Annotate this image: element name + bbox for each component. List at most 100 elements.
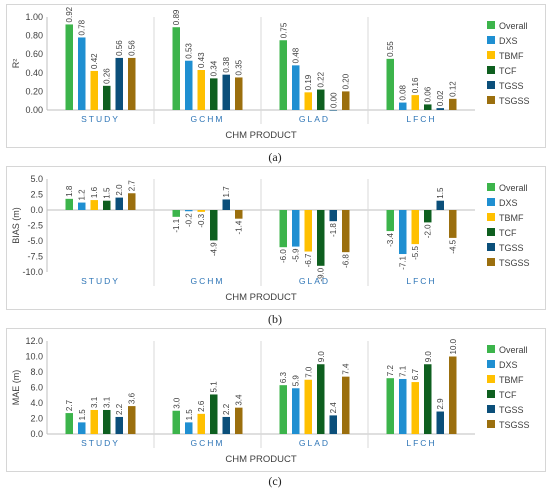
data-label: -4.5	[449, 239, 458, 253]
x-axis-label: CHM PRODUCT	[225, 292, 296, 303]
data-label: 7.0	[304, 366, 313, 378]
bar-tcf-gchm	[210, 394, 218, 434]
data-label: 7.4	[342, 363, 351, 375]
data-label: 0.26	[103, 68, 112, 84]
legend-label-tsgss: TSGSS	[499, 420, 530, 430]
data-label: 0.12	[449, 81, 458, 97]
bar-overall-study	[65, 24, 73, 110]
data-label: 0.38	[222, 57, 231, 73]
data-label: 1.8	[65, 185, 74, 197]
bar-tsgss-study	[128, 57, 136, 110]
y-tick-label: 5.0	[30, 174, 43, 184]
data-label: 0.55	[386, 41, 395, 57]
bar-overall-gchm	[172, 410, 180, 434]
bar-tbmf-gchm	[197, 70, 205, 110]
legend-label-tbmf: TBMF	[499, 51, 524, 61]
category-label: GCHM	[191, 276, 225, 286]
bar-overall-gchm	[172, 210, 180, 217]
bar-tgss-lfch	[436, 200, 444, 210]
bar-tcf-study	[103, 409, 111, 434]
data-label: 0.02	[436, 90, 445, 106]
bar-tsgss-lfch	[449, 356, 457, 434]
data-label: -1.8	[329, 223, 338, 237]
bar-tsgss-gchm	[235, 77, 243, 110]
legend-label-tbmf: TBMF	[499, 213, 524, 223]
data-label: -1.1	[172, 218, 181, 232]
data-label: 7.1	[399, 365, 408, 377]
chart-r2-svg: 0.00 0.20 0.40 0.60 0.80 1.00 R² 0.92 0.78 0.42 0.…	[11, 6, 530, 141]
bar-overall-lfch	[386, 58, 394, 110]
legend-swatch-overall	[487, 345, 495, 353]
y-tick-label: 2.5	[30, 190, 43, 200]
bar-tcf-study	[103, 200, 111, 210]
bar-overall-gchm	[172, 27, 180, 111]
y-tick-label: -10.0	[22, 267, 43, 277]
legend-swatch-tsgss	[487, 258, 495, 266]
legend-swatch-tsgss	[487, 420, 495, 428]
legend-swatch-tgss	[487, 243, 495, 251]
bar-tgss-study	[115, 197, 123, 210]
legend-swatch-tbmf	[487, 213, 495, 221]
data-label: 0.48	[292, 47, 301, 63]
bar-overall-study	[65, 198, 73, 210]
bar-tgss-gchm	[222, 416, 230, 434]
chart-bias-svg: -10.0 -7.5 -5.0 -2.5 0.0 2.5 5.0 BIAS (m) 1.8 1.2…	[11, 174, 530, 303]
bar-dxs-glad	[292, 210, 300, 247]
bar-overall-glad	[279, 385, 287, 434]
legend-label-tgss: TGSS	[499, 243, 524, 253]
bar-dxs-lfch	[399, 210, 407, 255]
bar-tbmf-study	[90, 200, 98, 210]
data-label: -4.9	[210, 242, 219, 256]
y-tick-label: -7.5	[27, 252, 43, 262]
bar-tcf-study	[103, 85, 111, 110]
data-label: 2.0	[115, 184, 124, 196]
legend-swatch-tbmf	[487, 375, 495, 383]
category-label: GLAD	[299, 114, 330, 124]
bar-tsgss-lfch	[449, 210, 457, 238]
data-label: 0.78	[78, 19, 87, 35]
bar-dxs-study	[78, 202, 86, 210]
data-label: 0.75	[279, 22, 288, 38]
legend-label-tgss: TGSS	[499, 405, 524, 415]
data-label: 1.5	[185, 409, 194, 421]
data-label: -3.4	[386, 233, 395, 247]
bar-tgss-gchm	[222, 74, 230, 110]
category-label: GLAD	[299, 438, 330, 448]
data-label: -2.0	[424, 224, 433, 238]
data-label: 10.0	[449, 338, 458, 354]
y-axis-label: MAE (m)	[11, 370, 21, 406]
legend-label-dxs: DXS	[499, 360, 518, 370]
y-tick-label: 4.0	[30, 398, 43, 408]
legend-swatch-dxs	[487, 36, 495, 44]
category-label: STUDY	[81, 114, 120, 124]
data-label: 0.35	[235, 59, 244, 75]
y-tick-label: 0.80	[25, 31, 43, 41]
data-label: 2.2	[222, 403, 231, 415]
data-label: 0.56	[115, 40, 124, 56]
bar-tgss-glad	[329, 110, 337, 111]
bar-dxs-gchm	[185, 422, 193, 434]
legend-label-tbmf: TBMF	[499, 375, 524, 385]
legend-swatch-overall	[487, 183, 495, 191]
data-label: 0.08	[399, 84, 408, 100]
data-label: 2.4	[329, 402, 338, 414]
legend-label-tcf: TCF	[499, 390, 517, 400]
bar-tbmf-gchm	[197, 413, 205, 434]
data-label: 0.42	[90, 53, 99, 69]
y-tick-label: 0.0	[30, 205, 43, 215]
bar-tgss-lfch	[436, 108, 444, 110]
bar-tcf-lfch	[424, 364, 432, 434]
category-label: STUDY	[81, 276, 120, 286]
bar-dxs-study	[78, 37, 86, 110]
legend-swatch-tbmf	[487, 51, 495, 59]
bar-tsgss-glad	[342, 376, 350, 434]
data-label: 0.92	[65, 6, 74, 22]
data-label: 6.7	[411, 368, 420, 380]
y-tick-label: -2.5	[27, 221, 43, 231]
y-tick-label: 0.20	[25, 86, 43, 96]
data-label: 0.53	[185, 43, 194, 59]
y-tick-label: 6.0	[30, 383, 43, 393]
y-axis-label: BIAS (m)	[11, 207, 21, 244]
data-label: 0.22	[317, 71, 326, 87]
y-tick-label: 10.0	[25, 352, 43, 362]
